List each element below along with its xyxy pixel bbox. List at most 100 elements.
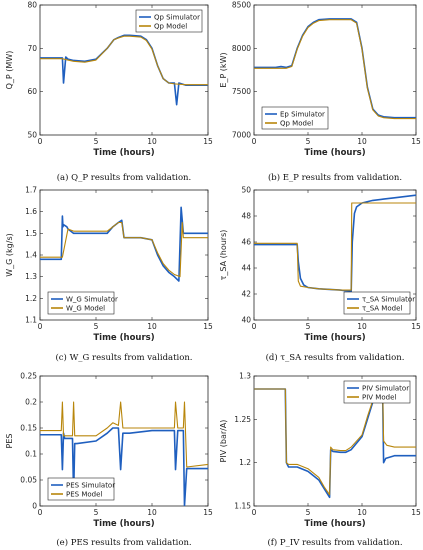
legend-box	[261, 106, 329, 130]
series-line-model	[254, 202, 416, 291]
x-tick-label: 0	[252, 322, 257, 331]
y-tick-label: 0	[32, 502, 37, 511]
x-tick-label: 5	[94, 322, 99, 331]
legend-box	[343, 291, 411, 315]
y-tick-label: 7500	[232, 87, 251, 96]
y-tick-label: 1.3	[239, 372, 251, 381]
y-tick-label: 60	[27, 87, 37, 96]
x-tick-label: 10	[357, 508, 367, 517]
x-tick-label: 15	[203, 322, 213, 331]
y-tick-label: 40	[241, 316, 251, 325]
y-tick-label: 1.5	[25, 229, 37, 238]
x-tick-label: 0	[38, 322, 43, 331]
y-axis-label: PES	[5, 434, 14, 449]
legend-label: W_G Model	[66, 305, 105, 313]
x-axis-label: Time (hours)	[93, 333, 154, 343]
y-tick-label: 0.2	[25, 398, 37, 407]
panel-caption: (d) τ_SA results from validation.	[266, 352, 405, 363]
x-tick-label: 15	[203, 137, 213, 146]
y-tick-label: 0.1	[25, 450, 37, 459]
chart-pes: 0 5 10 15 0 0.05 0.1 0.15 0.2 0.25 Time (hours) PES…	[5, 372, 213, 549]
y-tick-label: 48	[241, 212, 251, 221]
y-tick-label: 46	[241, 238, 251, 247]
y-tick-label: 1.25	[234, 415, 251, 424]
legend-label: PIV Model	[362, 394, 396, 402]
y-tick-label: 7000	[232, 131, 251, 140]
panel-caption: (e) PES results from validation.	[56, 537, 191, 548]
chart-ep: 0 5 10 15 7000 7500 8000 8500 Time (hours) E_P (k…	[219, 1, 421, 184]
x-tick-label: 10	[147, 137, 157, 146]
series-line-simulator	[40, 34, 208, 106]
panel-caption: (f) P_IV results from validation.	[267, 537, 402, 548]
x-tick-label: 5	[306, 508, 311, 517]
legend-label: PES Simulator	[66, 482, 115, 490]
legend-box	[135, 9, 203, 33]
x-tick-label: 5	[306, 137, 311, 146]
x-tick-label: 0	[252, 137, 257, 146]
y-tick-label: 1.7	[25, 186, 37, 195]
y-tick-label: 1.4	[25, 251, 37, 260]
series-line-model	[254, 19, 416, 120]
x-tick-label: 15	[411, 137, 421, 146]
y-axis-label: E_P (kW)	[219, 52, 228, 87]
y-tick-label: 44	[241, 264, 251, 273]
series-line-simulator	[40, 427, 208, 506]
y-tick-label: 1.3	[25, 272, 37, 281]
x-tick-label: 10	[357, 322, 367, 331]
series-line-simulator	[40, 206, 208, 282]
legend-label: Ep Simulator	[280, 111, 325, 119]
x-tick-label: 5	[94, 508, 99, 517]
x-axis-label: Time (hours)	[304, 519, 365, 529]
legend-label: PIV Simulator	[362, 385, 409, 393]
x-axis-label: Time (hours)	[304, 333, 365, 343]
series-line-simulator	[254, 18, 416, 119]
legend-label: τ_SA Simulator	[362, 296, 415, 304]
x-axis-label: Time (hours)	[93, 519, 154, 529]
legend-label: PES Model	[66, 491, 102, 499]
legend-label: τ_SA Model	[362, 305, 402, 313]
legend-box	[47, 291, 115, 315]
chart-tau-sa: 0 5 10 15 40 42 44 46 48 50 Time (hours) τ_SA (hour…	[219, 186, 421, 364]
y-tick-label: 0.25	[20, 372, 37, 381]
series-line-simulator	[254, 194, 416, 293]
x-tick-label: 0	[252, 508, 257, 517]
legend-label: Qp Model	[280, 120, 313, 128]
x-axis-label: Time (hours)	[304, 148, 365, 158]
x-tick-label: 0	[38, 508, 43, 517]
x-tick-label: 15	[411, 322, 421, 331]
y-tick-label: 1.6	[25, 207, 37, 216]
y-tick-label: 0.15	[20, 424, 37, 433]
y-tick-label: 1.15	[234, 502, 251, 511]
y-tick-label: 1.2	[239, 458, 251, 467]
y-axis-label: W_G (kg/s)	[5, 233, 14, 276]
panel-caption: (b) E_P results from validation.	[268, 172, 402, 183]
y-tick-label: 50	[27, 131, 37, 140]
x-tick-label: 10	[147, 322, 157, 331]
y-tick-label: 42	[241, 290, 251, 299]
chart-wg: 0 5 10 15 1.1 1.2 1.3 1.4 1.5 1.6 1.7 Time (hours) W…	[5, 186, 213, 364]
panel-caption: (a) Q_P results from validation.	[57, 172, 192, 183]
y-tick-label: 1.2	[25, 294, 37, 303]
y-tick-label: 8000	[232, 44, 251, 53]
y-tick-label: 0.05	[20, 476, 37, 485]
y-tick-label: 8500	[232, 1, 251, 10]
x-tick-label: 10	[357, 137, 367, 146]
y-tick-label: 70	[27, 44, 37, 53]
y-tick-label: 1.1	[25, 316, 37, 325]
chart-piv: 0 5 10 15 1.15 1.2 1.25 1.3 Time (hours) PIV (bar…	[219, 372, 421, 549]
x-tick-label: 5	[306, 322, 311, 331]
y-tick-label: 80	[27, 1, 37, 10]
legend-label: Qp Simulator	[154, 14, 200, 22]
y-axis-label: τ_SA (hours)	[219, 230, 228, 281]
y-axis-label: PIV (bar/A)	[219, 420, 228, 463]
series-line-model	[40, 221, 208, 278]
x-tick-label: 0	[38, 137, 43, 146]
panel-caption: (c) W_G results from validation.	[55, 352, 192, 363]
